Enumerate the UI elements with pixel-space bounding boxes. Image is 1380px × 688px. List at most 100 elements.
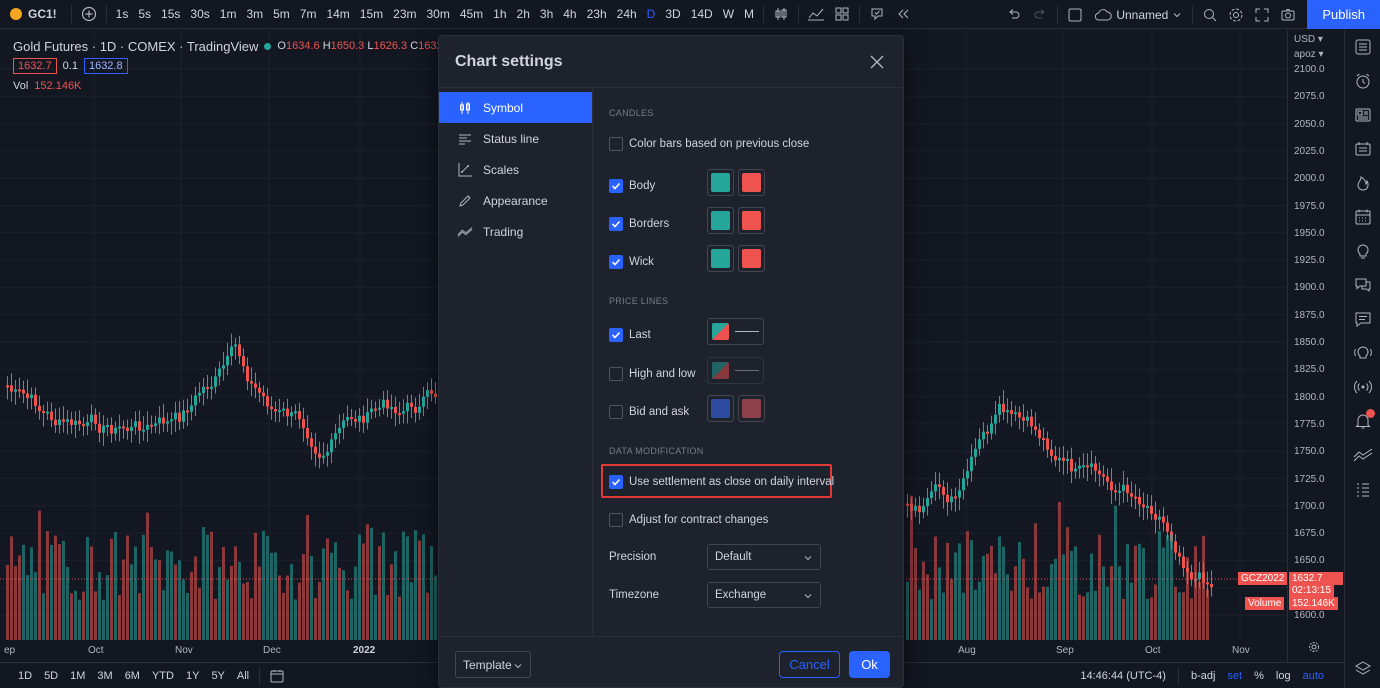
layout-icon[interactable]	[1062, 2, 1088, 28]
symbol-search[interactable]: GC1!	[0, 0, 67, 28]
tab-scales[interactable]: Scales	[439, 154, 592, 185]
tab-appearance[interactable]: Appearance	[439, 185, 592, 216]
ask-price[interactable]: 1632.8	[83, 58, 128, 74]
auto-toggle[interactable]: auto	[1302, 670, 1324, 682]
ask-color-swatch[interactable]	[738, 395, 765, 422]
legend-title[interactable]: Gold Futures · 1D · COMEX · TradingView	[13, 38, 259, 54]
interval-23h[interactable]: 23h	[586, 7, 607, 21]
template-dropdown[interactable]: Template	[455, 651, 531, 678]
gear-icon[interactable]	[1223, 2, 1249, 28]
layers-icon[interactable]	[1345, 652, 1380, 686]
log-toggle[interactable]: log	[1275, 670, 1291, 682]
timezone-select[interactable]: Exchange	[707, 582, 821, 608]
interval-24h[interactable]: 24h	[616, 7, 637, 21]
chart-type-icon[interactable]	[768, 1, 794, 27]
range-1y[interactable]: 1Y	[185, 669, 200, 682]
borders-down-color-swatch[interactable]	[738, 207, 765, 234]
alert-icon[interactable]	[864, 1, 890, 27]
undo-icon[interactable]	[1001, 2, 1027, 28]
precision-select[interactable]: Default	[707, 544, 821, 570]
interval-3m[interactable]: 3m	[246, 7, 264, 21]
interval-m[interactable]: M	[744, 7, 755, 21]
publish-button[interactable]: Publish	[1307, 0, 1380, 29]
interval-15s[interactable]: 15s	[161, 7, 181, 21]
bid-price[interactable]: 1632.7	[13, 58, 57, 74]
interval-23m[interactable]: 23m	[393, 7, 417, 21]
settlement-checkbox[interactable]	[609, 475, 623, 489]
ok-button[interactable]: Ok	[849, 651, 890, 678]
time-axis[interactable]: ep Oct Nov Dec 2022 Aug Sep Oct Nov	[0, 640, 1287, 662]
ideas-lightbulb-icon[interactable]	[1345, 234, 1380, 268]
contract-changes-checkbox[interactable]	[609, 513, 623, 527]
indicators-icon[interactable]	[803, 1, 829, 27]
watchlist-icon[interactable]	[1345, 30, 1380, 64]
body-down-color-swatch[interactable]	[738, 169, 765, 196]
interval-5m[interactable]: 5m	[273, 7, 290, 21]
streams-icon[interactable]	[1345, 336, 1380, 370]
body-up-color-swatch[interactable]	[707, 169, 734, 196]
interval-30s[interactable]: 30s	[190, 7, 210, 21]
borders-up-color-swatch[interactable]	[707, 207, 734, 234]
settlement-row[interactable]: Use settlement as close on daily interva…	[609, 475, 834, 489]
go-to-date-icon[interactable]	[264, 663, 290, 688]
last-price-line-style[interactable]	[707, 318, 764, 345]
borders-checkbox[interactable]	[609, 217, 623, 231]
alarm-clock-icon[interactable]	[1345, 64, 1380, 98]
dom-icon[interactable]	[1345, 472, 1380, 506]
tab-symbol[interactable]: Symbol	[439, 92, 592, 123]
calendar-list-icon[interactable]	[1345, 132, 1380, 166]
backadjust-toggle[interactable]: b-adj	[1190, 670, 1216, 682]
range-6m[interactable]: 6M	[124, 669, 140, 682]
interval-14d[interactable]: 14D	[690, 7, 713, 21]
hotlist-flame-icon[interactable]	[1345, 166, 1380, 200]
high-low-line-style[interactable]	[707, 357, 764, 384]
cancel-button[interactable]: Cancel	[779, 651, 840, 678]
scale-settings-icon[interactable]	[1308, 641, 1320, 656]
contract-changes-row[interactable]: Adjust for contract changes	[609, 513, 768, 527]
range-5y[interactable]: 5Y	[211, 669, 225, 682]
replay-icon[interactable]	[890, 1, 916, 27]
wick-checkbox[interactable]	[609, 255, 623, 269]
interval-15m[interactable]: 15m	[359, 7, 384, 21]
currency-selector[interactable]: USD ▾	[1294, 34, 1323, 45]
chats-icon[interactable]	[1345, 268, 1380, 302]
settlement-toggle[interactable]: set	[1227, 670, 1243, 682]
body-checkbox[interactable]	[609, 179, 623, 193]
wick-up-color-swatch[interactable]	[707, 245, 734, 272]
calendar-icon[interactable]	[1345, 200, 1380, 234]
range-all[interactable]: All	[236, 669, 250, 682]
tab-trading[interactable]: Trading	[439, 216, 592, 247]
interval-2h[interactable]: 2h	[516, 7, 530, 21]
camera-icon[interactable]	[1275, 2, 1301, 28]
interval-d[interactable]: D	[646, 7, 656, 21]
high-low-checkbox[interactable]	[609, 367, 623, 381]
market-status-icon[interactable]	[264, 42, 272, 50]
interval-30m[interactable]: 30m	[426, 7, 450, 21]
last-price-checkbox[interactable]	[609, 328, 623, 342]
search-icon[interactable]	[1197, 2, 1223, 28]
broadcast-icon[interactable]	[1345, 370, 1380, 404]
close-icon[interactable]	[867, 52, 887, 72]
tab-status-line[interactable]: Status line	[439, 123, 592, 154]
range-3m[interactable]: 3M	[97, 669, 113, 682]
interval-1h[interactable]: 1h	[493, 7, 507, 21]
color-bars-row[interactable]: Color bars based on previous close	[609, 137, 809, 151]
redo-icon[interactable]	[1027, 2, 1053, 28]
unit-selector[interactable]: apoz ▾	[1294, 49, 1324, 60]
interval-5s[interactable]: 5s	[138, 7, 152, 21]
bid-color-swatch[interactable]	[707, 395, 734, 422]
range-ytd[interactable]: YTD	[151, 669, 174, 682]
templates-icon[interactable]	[829, 1, 855, 27]
interval-4h[interactable]: 4h	[563, 7, 577, 21]
interval-1s[interactable]: 1s	[115, 7, 129, 21]
bid-ask-checkbox[interactable]	[609, 405, 623, 419]
price-scale[interactable]: USD ▾ apoz ▾ 2100.0 2075.0 2050.0 2025.0 200…	[1287, 30, 1343, 662]
interval-14m[interactable]: 14m	[326, 7, 350, 21]
percent-toggle[interactable]: %	[1254, 670, 1264, 682]
interval-45m[interactable]: 45m	[459, 7, 484, 21]
color-bars-checkbox[interactable]	[609, 137, 623, 151]
wick-down-color-swatch[interactable]	[738, 245, 765, 272]
messages-icon[interactable]	[1345, 302, 1380, 336]
interval-3h[interactable]: 3h	[539, 7, 554, 21]
trading-panel-icon[interactable]	[1345, 438, 1380, 472]
